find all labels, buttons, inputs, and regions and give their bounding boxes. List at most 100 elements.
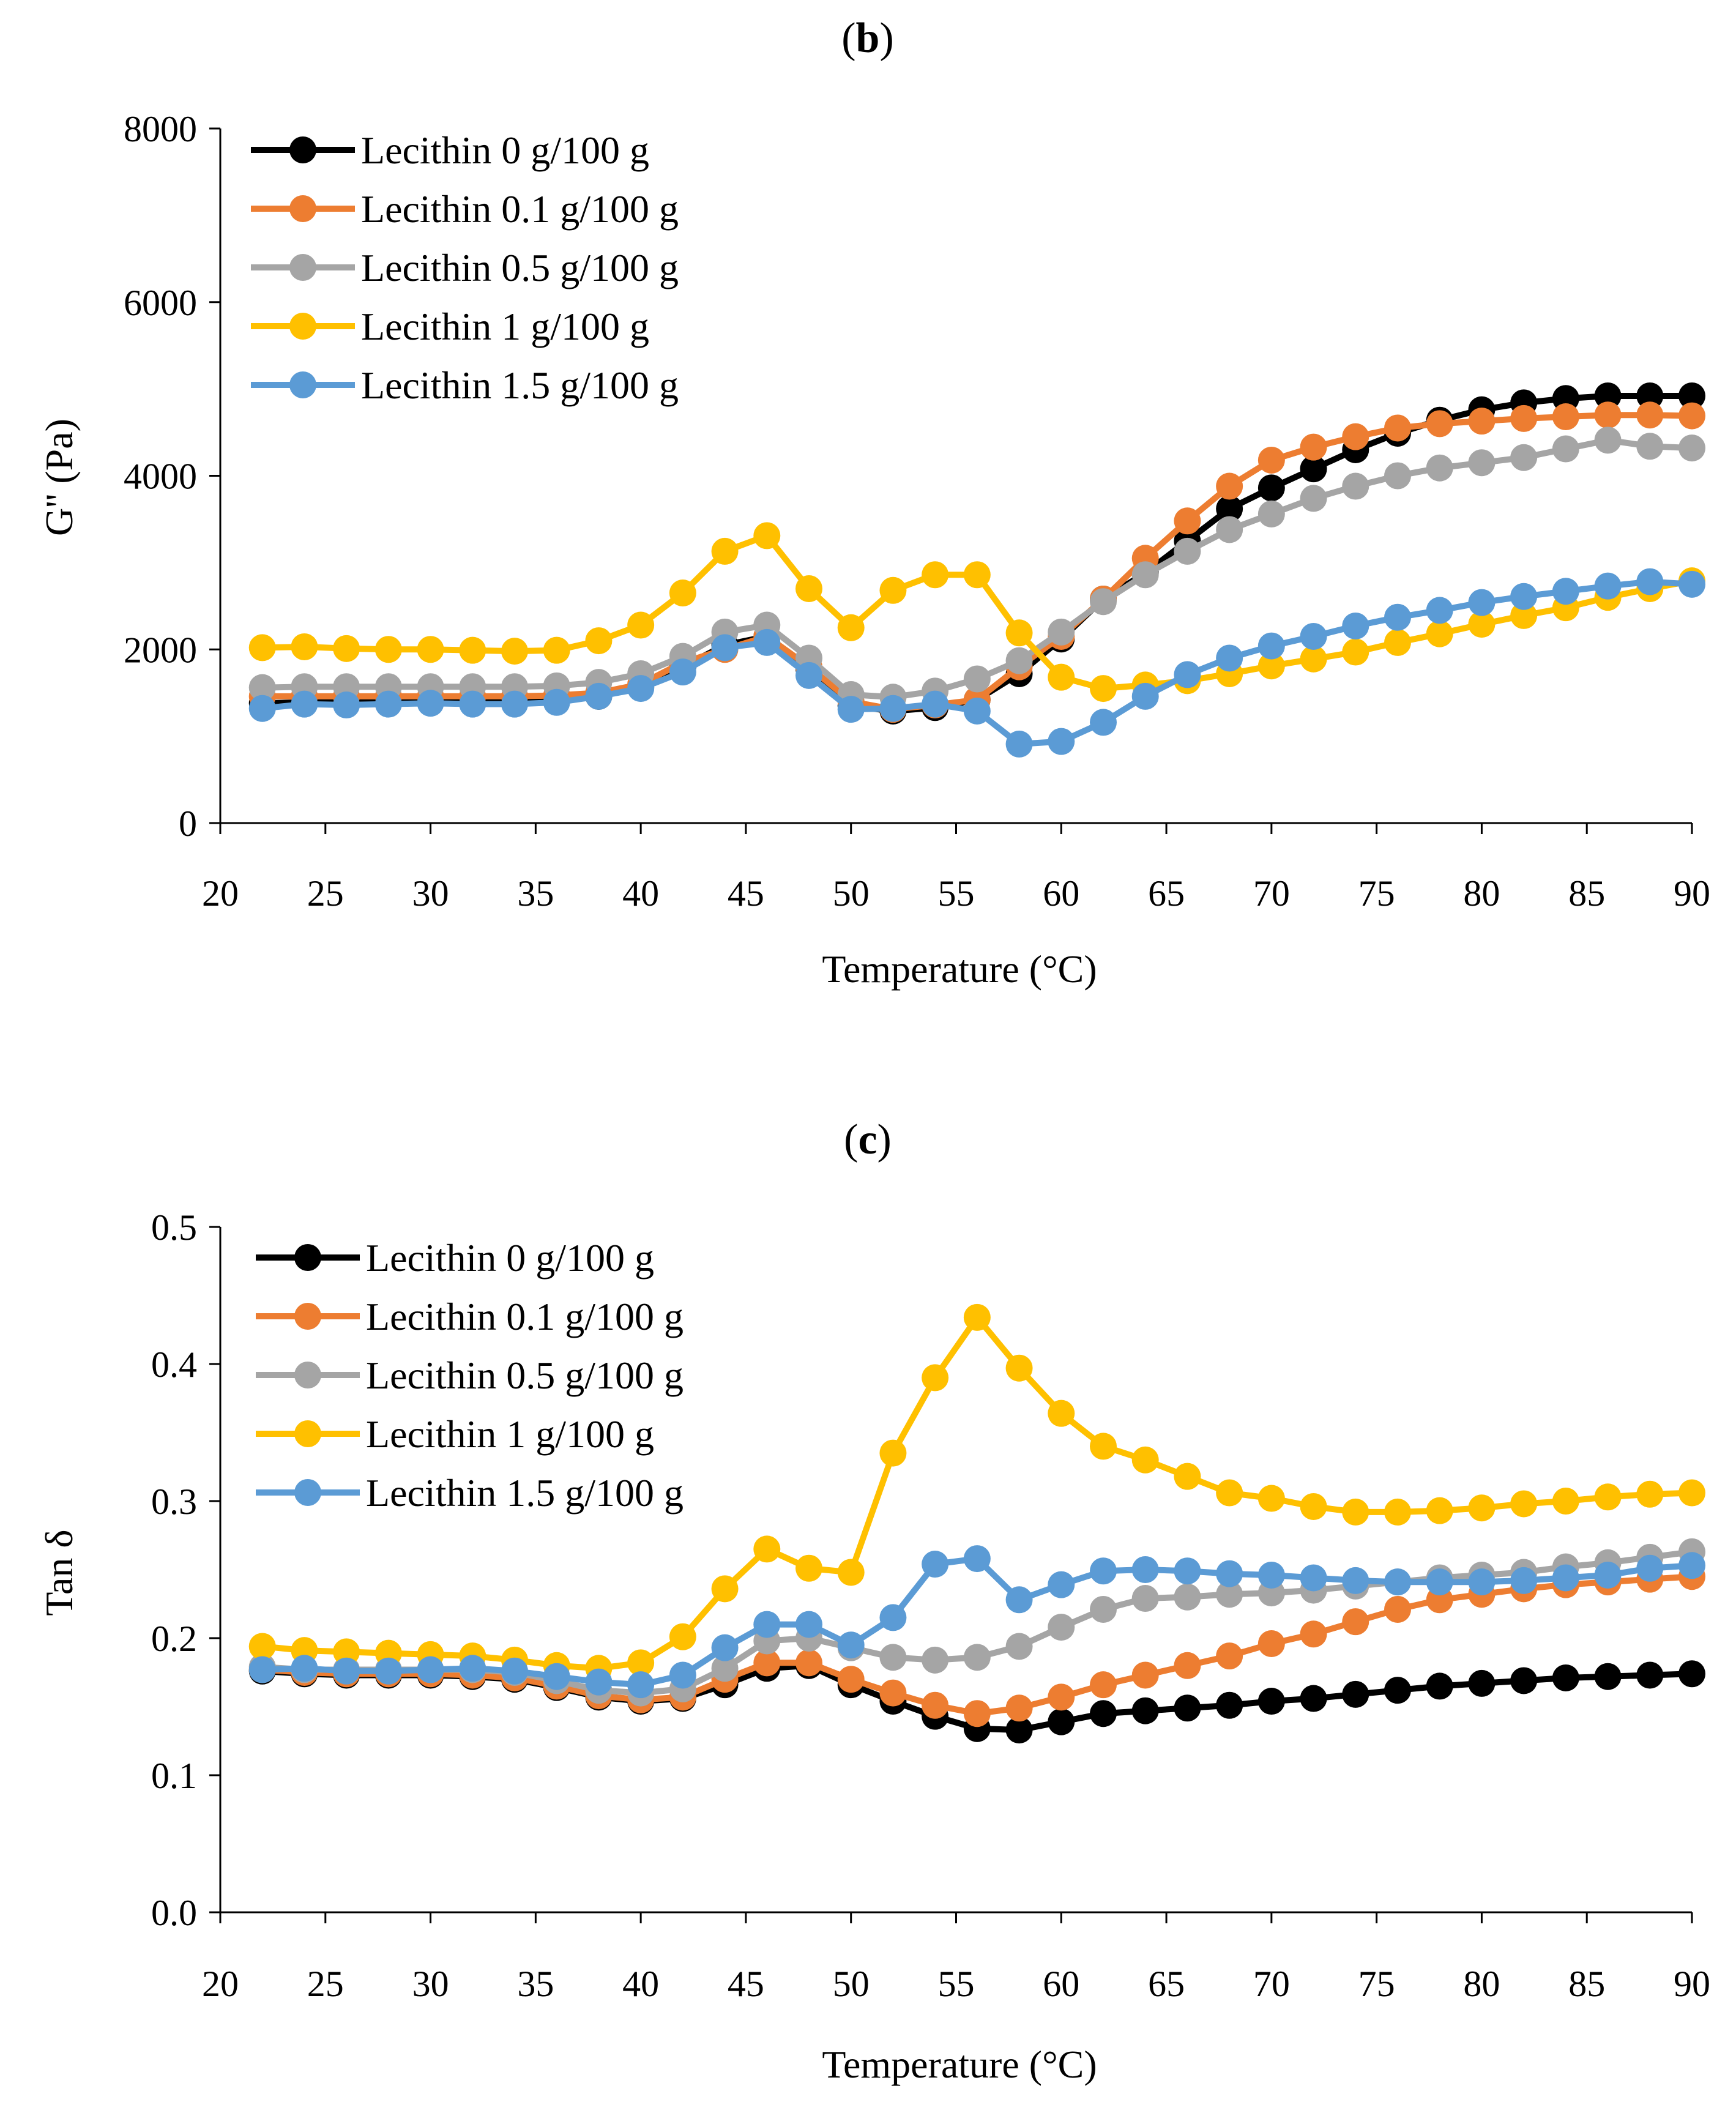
data-point	[879, 576, 907, 604]
data-point	[1257, 1485, 1285, 1512]
data-point	[669, 580, 696, 607]
x-tick-label: 55	[938, 873, 975, 914]
x-tick-label: 35	[517, 873, 554, 914]
data-point	[291, 1655, 318, 1682]
legend-entry-4: Lecithin 1.5 g/100 g	[256, 1471, 684, 1515]
x-tick-label: 75	[1358, 1964, 1395, 2004]
y-tick-label: 4000	[124, 457, 197, 497]
legend-entry-2: Lecithin 0.5 g/100 g	[256, 1354, 684, 1397]
data-point	[1468, 1494, 1496, 1522]
legend-marker	[289, 254, 316, 281]
y-tick-label: 0	[179, 803, 197, 844]
data-point	[879, 1644, 907, 1671]
data-point	[1174, 1652, 1201, 1679]
data-point	[1594, 401, 1622, 429]
data-point	[543, 1663, 570, 1690]
data-point	[1131, 1661, 1159, 1689]
data-point	[963, 697, 991, 725]
legend-label: Lecithin 0.1 g/100 g	[361, 187, 679, 231]
legend-entry-1: Lecithin 0.1 g/100 g	[256, 1295, 684, 1338]
data-point	[1048, 1399, 1075, 1427]
data-point	[1131, 1585, 1159, 1612]
data-point	[1426, 1568, 1453, 1596]
x-tick-label: 55	[938, 1964, 975, 2004]
data-point	[1552, 1664, 1579, 1691]
data-point	[1300, 455, 1327, 483]
data-point	[795, 1554, 822, 1582]
data-point	[1300, 1493, 1327, 1520]
data-point	[248, 1633, 276, 1660]
data-point	[1257, 446, 1285, 474]
data-point	[711, 1655, 739, 1682]
data-point	[1342, 612, 1369, 639]
data-point	[1342, 1680, 1369, 1708]
data-point	[1090, 1557, 1117, 1585]
data-point	[753, 1535, 781, 1563]
data-point	[1174, 507, 1201, 535]
data-point	[1216, 1479, 1243, 1507]
data-point	[1636, 1661, 1664, 1689]
legend-label: Lecithin 1 g/100 g	[366, 1412, 654, 1456]
data-point	[374, 636, 402, 663]
data-point	[1005, 1354, 1033, 1382]
data-point	[333, 1657, 360, 1685]
y-tick-label: 6000	[124, 283, 197, 323]
data-point	[1426, 597, 1453, 624]
data-point	[922, 690, 949, 718]
x-tick-label: 25	[307, 1964, 344, 2004]
series-4	[248, 1545, 1705, 1699]
data-point	[1216, 495, 1243, 523]
data-point	[1131, 682, 1159, 710]
legend-label: Lecithin 0.1 g/100 g	[366, 1295, 684, 1338]
data-point	[1257, 1561, 1285, 1589]
panel-letter-b: b	[856, 15, 880, 62]
data-point	[1636, 1554, 1664, 1582]
data-point	[1342, 423, 1369, 450]
data-point	[1468, 1669, 1496, 1697]
legend-entry-4: Lecithin 1.5 g/100 g	[251, 363, 679, 407]
data-point	[1048, 1708, 1075, 1735]
data-point	[1216, 472, 1243, 500]
data-point	[248, 1656, 276, 1683]
data-point	[1342, 638, 1369, 666]
data-point	[1510, 1490, 1538, 1518]
data-point	[1005, 730, 1033, 758]
data-point	[922, 1691, 949, 1719]
x-tick-label: 60	[1043, 873, 1079, 914]
series-3	[248, 522, 1705, 703]
data-point	[837, 696, 865, 723]
legend-entry-0: Lecithin 0 g/100 g	[251, 129, 649, 172]
data-point	[1005, 619, 1033, 647]
legend-c: Lecithin 0 g/100 g Lecithin 0.1 g/100 g Le…	[256, 1236, 684, 1515]
x-tick-label: 60	[1043, 1964, 1079, 2004]
data-point	[1257, 1688, 1285, 1715]
data-point	[922, 1646, 949, 1674]
y-tick-label: 0.0	[151, 1893, 197, 1933]
data-point	[1005, 1586, 1033, 1614]
panel-label-b: (b)	[841, 15, 894, 62]
series-line	[262, 393, 1692, 714]
data-point	[1384, 414, 1411, 442]
x-tick-label: 45	[728, 873, 764, 914]
data-point	[459, 690, 486, 718]
data-point	[1426, 1672, 1453, 1700]
data-point	[711, 1575, 739, 1603]
data-point	[1342, 472, 1369, 500]
data-point	[963, 1545, 991, 1573]
data-point	[1090, 709, 1117, 736]
data-point	[627, 611, 655, 639]
data-point	[711, 634, 739, 662]
data-point	[1594, 1561, 1622, 1589]
data-point	[1678, 1552, 1705, 1579]
legend-entry-3: Lecithin 1 g/100 g	[256, 1412, 654, 1456]
data-point	[753, 1649, 781, 1677]
data-point	[963, 1644, 991, 1671]
data-point	[459, 636, 486, 664]
data-point	[291, 633, 318, 660]
x-tick-label: 50	[833, 873, 870, 914]
data-point	[1048, 663, 1075, 691]
plot-area-c	[248, 1303, 1705, 1744]
x-tick-label: 85	[1568, 1964, 1605, 2004]
legend-marker	[289, 313, 316, 340]
data-point	[1384, 628, 1411, 656]
